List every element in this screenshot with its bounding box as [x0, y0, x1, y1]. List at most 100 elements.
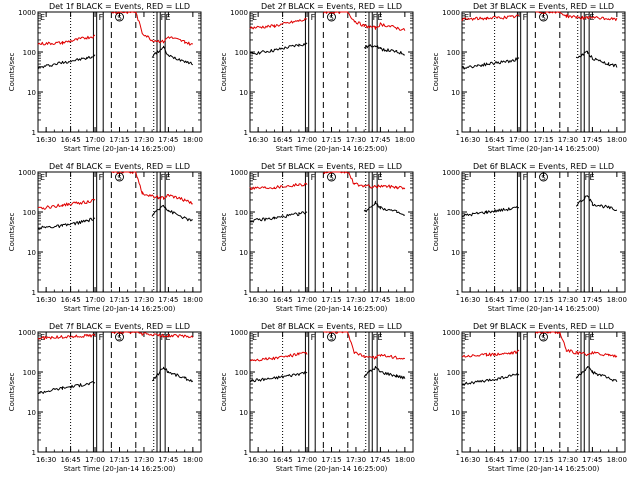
events-series-line — [37, 204, 193, 230]
events-series-line — [249, 365, 406, 383]
panel-title: Det 1f BLACK = Events, RED = LLD — [49, 2, 190, 11]
panel-title: Det 9f BLACK = Events, RED = LLD — [473, 322, 614, 331]
y-tick-label: 1 — [244, 289, 248, 297]
event-marker-label: F — [373, 333, 378, 342]
x-tick-label: 18:00 — [395, 456, 415, 464]
plot-frame — [249, 331, 414, 453]
y-tick-label: 1 — [244, 129, 248, 137]
x-axis-title: Start Time (20-Jan-14 16:25:00) — [276, 465, 388, 473]
panel-det-3: Det 3f BLACK = Events, RED = LLD 1 10 100 10… — [432, 2, 627, 153]
x-tick-label: 17:00 — [297, 456, 317, 464]
events-series-line — [461, 195, 618, 218]
events-series-line — [37, 366, 194, 395]
event-marker-label: F — [523, 13, 528, 22]
event-marker-label: E — [378, 173, 383, 182]
x-tick-label: 17:00 — [509, 136, 529, 144]
saa-marker-circle — [539, 172, 548, 182]
x-tick-label: 17:30 — [134, 136, 154, 144]
y-tick-label: 1 — [456, 449, 460, 457]
lld-series-line — [37, 171, 193, 210]
x-tick-label: 17:45 — [158, 136, 178, 144]
y-tick-label: 100 — [447, 369, 460, 377]
event-marker-label: S — [541, 14, 546, 22]
panel-title: Det 2f BLACK = Events, RED = LLD — [261, 2, 402, 11]
y-axis-title: Counts/sec — [220, 213, 228, 252]
panel-title: Det 7f BLACK = Events, RED = LLD — [49, 322, 190, 331]
x-tick-label: 17:00 — [85, 456, 105, 464]
x-axis-title: Start Time (20-Jan-14 16:25:00) — [276, 305, 388, 313]
x-axis-title: Start Time (20-Jan-14 16:25:00) — [64, 465, 176, 473]
x-tick-label: 17:15 — [321, 296, 341, 304]
y-tick-label: 100 — [235, 369, 248, 377]
y-tick-label: 1 — [244, 449, 248, 457]
event-marker-label: E — [378, 13, 383, 22]
x-axis-title: Start Time (20-Jan-14 16:25:00) — [488, 465, 600, 473]
event-marker-label: S — [117, 14, 122, 22]
y-tick-label: 1000 — [442, 169, 460, 177]
events-series-line — [37, 45, 194, 70]
x-tick-label: 17:15 — [533, 136, 553, 144]
events-series-line — [250, 42, 405, 56]
x-tick-label: 17:30 — [558, 136, 578, 144]
x-tick-label: 16:45 — [61, 296, 81, 304]
event-marker-label: F — [523, 333, 528, 342]
event-marker-label: E — [590, 173, 595, 182]
plot-frame — [461, 11, 626, 133]
y-tick-label: 10 — [27, 249, 36, 257]
x-tick-label: 17:30 — [134, 296, 154, 304]
x-tick-label: 17:00 — [297, 136, 317, 144]
x-tick-label: 17:15 — [109, 296, 129, 304]
plot-frame — [37, 171, 202, 293]
y-tick-label: 1000 — [230, 9, 248, 17]
x-tick-label: 17:00 — [297, 296, 317, 304]
event-marker-label: F — [585, 333, 590, 342]
event-marker-label: S — [329, 14, 334, 22]
y-axis-title: Counts/sec — [8, 373, 16, 412]
panel-title: Det 8f BLACK = Events, RED = LLD — [261, 322, 402, 331]
events-series-line — [249, 200, 405, 223]
lld-series-line — [37, 11, 194, 46]
event-marker-label: E — [166, 173, 171, 182]
x-tick-label: 17:15 — [109, 136, 129, 144]
plot-frame — [249, 171, 414, 293]
x-tick-label: 18:00 — [183, 456, 203, 464]
panel-det-9: Det 9f BLACK = Events, RED = LLD 1 10 100 10… — [432, 322, 627, 473]
panel-title: Det 5f BLACK = Events, RED = LLD — [261, 162, 402, 171]
event-marker-label: E — [40, 173, 45, 182]
event-marker-label: F — [161, 173, 166, 182]
x-axis-title: Start Time (20-Jan-14 16:25:00) — [488, 145, 600, 153]
y-tick-label: 1000 — [442, 329, 460, 337]
x-tick-label: 17:15 — [321, 456, 341, 464]
x-tick-label: 16:30 — [36, 136, 56, 144]
y-tick-label: 1 — [32, 449, 36, 457]
panel-det-5: Det 5f BLACK = Events, RED = LLD 1 10 100 10… — [220, 162, 415, 313]
y-tick-label: 1 — [32, 289, 36, 297]
x-tick-label: 16:30 — [460, 296, 480, 304]
event-marker-label: F — [161, 13, 166, 22]
event-marker-label: E — [590, 13, 595, 22]
event-marker-label: E — [464, 13, 469, 22]
x-tick-label: 16:45 — [273, 136, 293, 144]
x-tick-label: 16:30 — [248, 296, 268, 304]
y-axis-title: Counts/sec — [432, 53, 440, 92]
x-tick-label: 17:45 — [370, 296, 390, 304]
y-tick-label: 100 — [23, 209, 36, 217]
x-tick-label: 17:45 — [582, 456, 602, 464]
y-tick-label: 10 — [239, 409, 248, 417]
panel-det-6: Det 6f BLACK = Events, RED = LLD 1 10 100 10… — [432, 162, 627, 313]
y-tick-label: 10 — [27, 89, 36, 97]
event-marker-label: E — [40, 13, 45, 22]
x-tick-label: 17:00 — [509, 296, 529, 304]
event-marker-label: F — [523, 173, 528, 182]
x-tick-label: 17:00 — [85, 296, 105, 304]
x-axis-title: Start Time (20-Jan-14 16:25:00) — [64, 305, 176, 313]
y-tick-label: 100 — [235, 49, 248, 57]
x-tick-label: 17:45 — [582, 296, 602, 304]
y-axis-title: Counts/sec — [220, 53, 228, 92]
event-marker-label: F — [311, 333, 316, 342]
plot-frame — [461, 171, 626, 293]
lld-series-line — [461, 11, 618, 22]
x-tick-label: 17:45 — [370, 136, 390, 144]
event-marker-label: S — [117, 334, 122, 342]
event-marker-label: E — [378, 333, 383, 342]
